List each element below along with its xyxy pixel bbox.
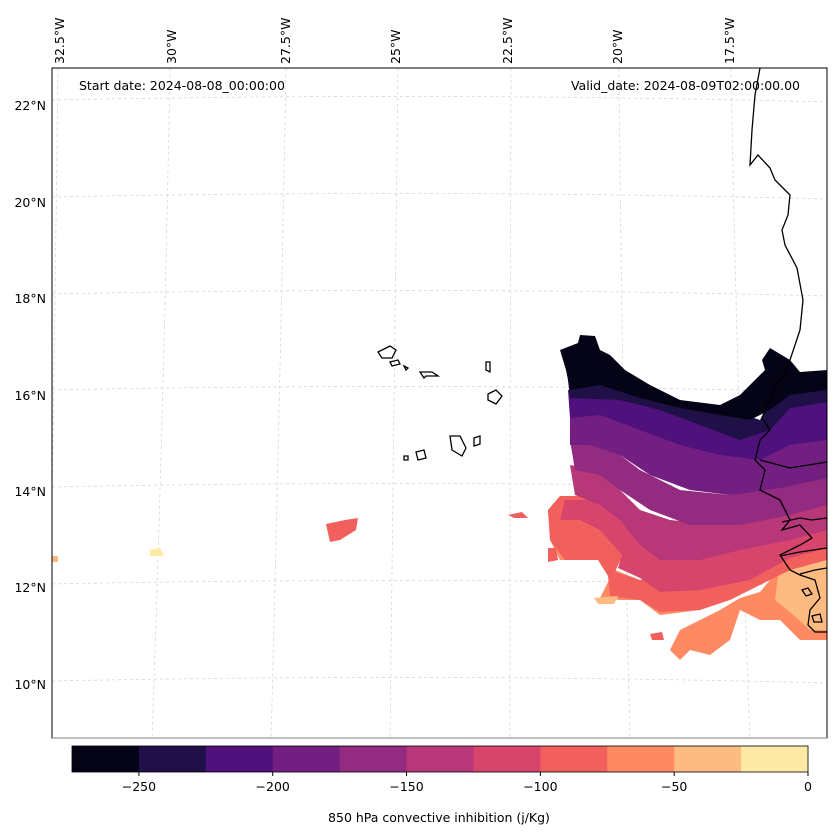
coastlines — [377, 68, 827, 633]
lon-label-25w: 25°W — [388, 29, 403, 64]
colorbar-segment — [674, 746, 742, 772]
lat-label-16n: 16°N — [14, 388, 46, 403]
lat-label-18n: 18°N — [14, 291, 46, 306]
contour-patch-1 — [326, 518, 358, 542]
colorbar-segment — [339, 746, 408, 772]
latitude-labels: 22°N 20°N 18°N 16°N 14°N 12°N 10°N — [14, 98, 46, 692]
island-sao-nicolau — [418, 371, 441, 380]
lon-label-27-5w: 27.5°W — [278, 18, 293, 64]
contour-patch-4 — [52, 556, 58, 562]
colorbar-segment — [272, 746, 341, 772]
guinea-bissau-border — [779, 547, 827, 557]
colorbar-segment — [72, 746, 140, 772]
island-boa-vista — [487, 389, 503, 405]
colorbar-tick-label: 0 — [804, 779, 812, 794]
colorbar-segment — [473, 746, 541, 772]
contour-patch-3 — [150, 548, 164, 556]
island-brava — [403, 455, 409, 461]
lon-label-30w: 30°W — [164, 29, 179, 64]
contour-patch-6 — [650, 632, 664, 640]
colorbar-segment — [540, 746, 608, 772]
colorbar-tick-label: −100 — [523, 779, 557, 794]
lon-label-32-5w: 32.5°W — [52, 18, 67, 64]
lat-label-12n: 12°N — [14, 580, 46, 595]
island-sal — [485, 361, 491, 374]
lon-label-20w: 20°W — [610, 29, 625, 64]
africa-coastline — [749, 68, 827, 633]
colorbar-tick-label: −50 — [661, 779, 687, 794]
colorbar-frame — [71, 745, 809, 773]
contour-band-purple — [570, 440, 827, 525]
colorbar-tick-label: −250 — [122, 779, 156, 794]
colorbar-tick-label: −150 — [389, 779, 423, 794]
colorbar-segment — [607, 746, 675, 772]
guinea-border — [799, 567, 827, 575]
colorbar-tick-label: −200 — [256, 779, 290, 794]
cin-contours — [52, 335, 827, 660]
senegal-border — [759, 459, 827, 469]
colorbar-segment — [406, 746, 474, 772]
gambia-river — [781, 517, 827, 523]
meridian-gridlines — [52, 68, 751, 738]
colorbar-segment — [138, 746, 207, 772]
contour-patch-5 — [548, 548, 558, 562]
island-santo-antao — [377, 345, 397, 359]
island-santa-luzia — [402, 364, 410, 372]
start-date-label: Start date: 2024-08-08_00:00:00 — [79, 78, 285, 93]
contour-band-violet — [570, 410, 827, 495]
colorbar-label: 850 hPa convective inhibition (j/Kg) — [328, 810, 550, 825]
contour-patch-7 — [594, 596, 618, 604]
island-maio — [473, 435, 481, 447]
bijagos-islands — [800, 587, 823, 623]
lon-label-22-5w: 22.5°W — [500, 18, 515, 64]
lat-label-10n: 10°N — [14, 677, 46, 692]
island-santiago — [449, 435, 467, 457]
island-fogo — [415, 449, 427, 461]
colorbar-segment — [741, 746, 809, 772]
lat-label-22n: 22°N — [14, 98, 46, 113]
contour-band-black — [560, 335, 827, 420]
island-sao-vicente — [389, 359, 401, 367]
contour-band-magenta — [570, 465, 827, 560]
valid-date-label: Valid_date: 2024-08-09T02:00:00.00 — [571, 78, 800, 93]
longitude-labels: 32.5°W 30°W 27.5°W 25°W 22.5°W 20°W 17.5… — [52, 18, 737, 64]
lon-label-17-5w: 17.5°W — [722, 18, 737, 64]
parallel-gridlines — [52, 96, 827, 684]
lat-label-20n: 20°N — [14, 195, 46, 210]
colorbar: −250 −200 −150 −100 −50 0 — [71, 745, 812, 794]
lat-label-14n: 14°N — [14, 484, 46, 499]
colorbar-segment — [205, 746, 274, 772]
contour-patch-2 — [508, 512, 528, 518]
